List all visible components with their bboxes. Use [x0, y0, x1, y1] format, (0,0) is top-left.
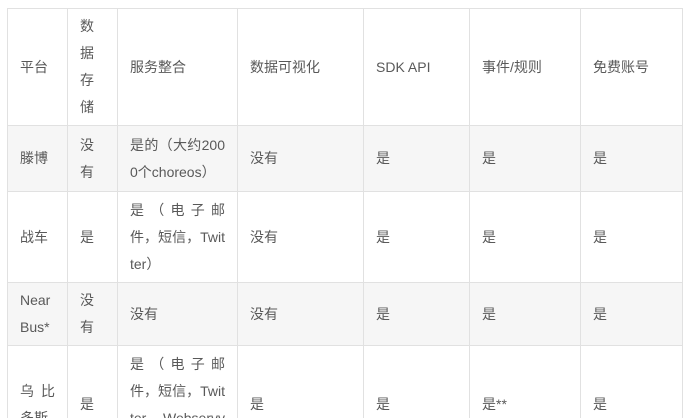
cell-sdk-api: 是	[363, 345, 470, 418]
cell-service-integration: 是（电子邮件，短信，Twitter）	[117, 191, 238, 283]
header-cell-free-account: 免费账号	[580, 8, 683, 126]
cell-events-rules: 是	[469, 282, 581, 346]
cell-data-storage: 是	[67, 191, 118, 283]
cell-sdk-api: 是	[363, 125, 470, 192]
cell-events-rules: 是**	[469, 345, 581, 418]
cell-free-account: 是	[580, 282, 683, 346]
header-cell-data-storage: 数据存储	[67, 8, 118, 126]
header-cell-platform: 平台	[7, 8, 68, 126]
table-row-nearbus: NearBus* 没有 没有 没有 是 是 是	[7, 282, 683, 346]
header-row: 平台 数据存储 服务整合 数据可视化 SDK API 事件/规则 免费账号	[7, 8, 683, 126]
header-cell-sdk-api: SDK API	[363, 8, 470, 126]
cell-data-storage: 没有	[67, 282, 118, 346]
cell-free-account: 是	[580, 191, 683, 283]
cell-free-account: 是	[580, 345, 683, 418]
cell-platform: NearBus*	[7, 282, 68, 346]
cell-events-rules: 是	[469, 191, 581, 283]
cell-platform: 滕博	[7, 125, 68, 192]
header-cell-data-visualization: 数据可视化	[237, 8, 364, 126]
cell-sdk-api: 是	[363, 191, 470, 283]
cell-service-integration: 是的（大约2000个choreos）	[117, 125, 238, 192]
cell-data-visualization: 是	[237, 345, 364, 418]
cell-data-storage: 没有	[67, 125, 118, 192]
cell-data-storage: 是	[67, 345, 118, 418]
cell-service-integration: 是（电子邮件，短信，Twitter，Webservvice）	[117, 345, 238, 418]
cell-platform: 战车	[7, 191, 68, 283]
cell-sdk-api: 是	[363, 282, 470, 346]
header-cell-events-rules: 事件/规则	[469, 8, 581, 126]
cell-data-visualization: 没有	[237, 282, 364, 346]
cell-data-visualization: 没有	[237, 191, 364, 283]
cell-events-rules: 是	[469, 125, 581, 192]
cell-platform: 乌比多斯	[7, 345, 68, 418]
cell-data-visualization: 没有	[237, 125, 364, 192]
table-row-tengbo: 滕博 没有 是的（大约2000个choreos） 没有 是 是 是	[7, 125, 683, 192]
cell-free-account: 是	[580, 125, 683, 192]
header-cell-service-integration: 服务整合	[117, 8, 238, 126]
table-row-zhanche: 战车 是 是（电子邮件，短信，Twitter） 没有 是 是 是	[7, 191, 683, 283]
table-row-ubidots: 乌比多斯 是 是（电子邮件，短信，Twitter，Webservvice） 是 …	[7, 345, 683, 418]
cell-service-integration: 没有	[117, 282, 238, 346]
platform-comparison-table: 平台 数据存储 服务整合 数据可视化 SDK API 事件/规则 免费账号 滕博…	[7, 8, 683, 418]
